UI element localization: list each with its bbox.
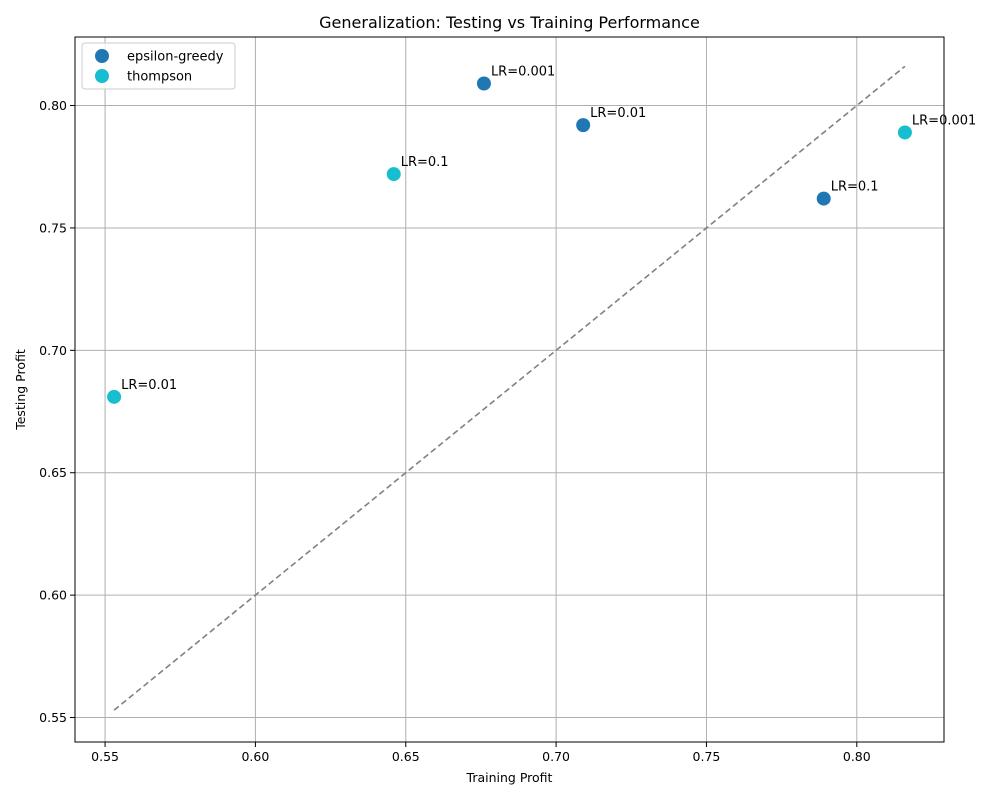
- data-point-epsilon-greedy: [576, 118, 591, 133]
- point-label: LR=0.1: [401, 155, 449, 170]
- y-tick-label: 0.65: [39, 465, 67, 480]
- x-tick-label: 0.70: [542, 749, 570, 764]
- grid-lines: [75, 37, 944, 742]
- data-point-epsilon-greedy: [816, 191, 831, 206]
- axis-ticks: 0.55 0.60 0.65 0.70 0.75 0.80 0.55 0.60 0.65 0.70…: [39, 98, 871, 764]
- chart-title: Generalization: Testing vs Training Perf…: [319, 13, 700, 32]
- legend: epsilon-greedy thompson: [81, 42, 236, 90]
- data-point-epsilon-greedy: [476, 76, 491, 91]
- legend-entry: thompson: [127, 70, 192, 85]
- point-label: LR=0.01: [121, 378, 177, 393]
- y-tick-label: 0.55: [39, 710, 67, 725]
- x-axis-label: Training Profit: [466, 770, 553, 785]
- point-label: LR=0.1: [831, 180, 879, 195]
- point-label: LR=0.001: [491, 65, 555, 80]
- x-tick-label: 0.80: [843, 749, 871, 764]
- y-axis-label: Testing Profit: [13, 349, 28, 431]
- legend-marker: [95, 69, 109, 83]
- plot-frame: [74, 36, 945, 743]
- x-tick-label: 0.65: [392, 749, 420, 764]
- x-tick-label: 0.75: [693, 749, 721, 764]
- x-tick-label: 0.60: [241, 749, 269, 764]
- legend-entry: epsilon-greedy: [127, 50, 224, 65]
- y-tick-label: 0.70: [39, 343, 67, 358]
- data-point-thompson: [386, 167, 401, 182]
- data-point-thompson: [107, 389, 122, 404]
- y-tick-label: 0.80: [39, 98, 67, 113]
- data-points: [107, 76, 912, 404]
- data-point-thompson: [897, 125, 912, 140]
- point-label: LR=0.01: [590, 106, 646, 121]
- y-tick-label: 0.75: [39, 220, 67, 235]
- x-tick-label: 0.55: [91, 749, 119, 764]
- legend-box: [81, 42, 236, 90]
- y-tick-label: 0.60: [39, 588, 67, 603]
- reference-line-layer: [113, 65, 906, 711]
- reference-line: [113, 65, 906, 711]
- legend-marker: [95, 49, 109, 63]
